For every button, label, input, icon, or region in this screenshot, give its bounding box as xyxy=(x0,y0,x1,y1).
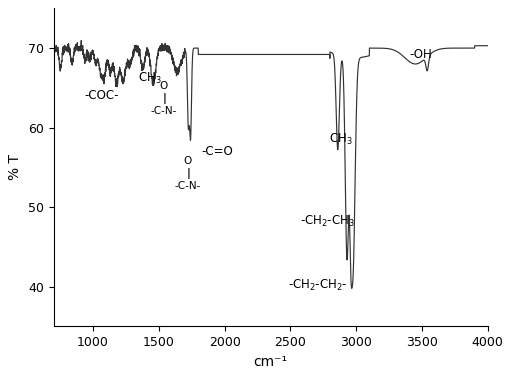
X-axis label: cm⁻¹: cm⁻¹ xyxy=(253,355,288,369)
Text: -OH: -OH xyxy=(409,48,432,61)
Text: -CH$_2$-CH$_2$-: -CH$_2$-CH$_2$- xyxy=(288,278,348,293)
Text: -C=O: -C=O xyxy=(201,145,232,158)
Text: -CH$_2$-CH$_3$: -CH$_2$-CH$_3$ xyxy=(300,214,355,229)
Text: CH$_3$: CH$_3$ xyxy=(138,71,162,86)
Text: O
$\mathbf{|}$
-C-N-: O $\mathbf{|}$ -C-N- xyxy=(175,156,201,191)
Text: O
$\mathbf{|}$
-C-N-: O $\mathbf{|}$ -C-N- xyxy=(151,81,177,116)
Text: -COC-: -COC- xyxy=(84,89,118,102)
Y-axis label: % T: % T xyxy=(8,154,23,180)
Text: CH$_3$: CH$_3$ xyxy=(329,132,352,147)
